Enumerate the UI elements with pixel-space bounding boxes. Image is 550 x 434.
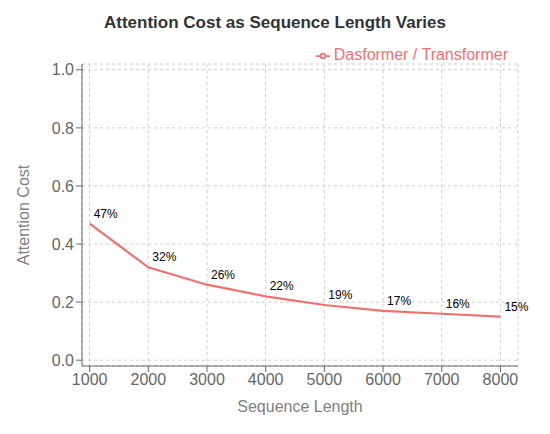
svg-text:0.6: 0.6 [52,178,74,195]
svg-text:32%: 32% [152,250,176,264]
svg-text:17%: 17% [387,294,411,308]
svg-text:8000: 8000 [483,371,519,388]
svg-text:2000: 2000 [131,371,167,388]
svg-text:0.4: 0.4 [52,236,74,253]
svg-text:15%: 15% [504,300,528,314]
svg-text:3000: 3000 [189,371,225,388]
html-text:Dasformer / Transformer: Dasformer / Transformer [333,46,508,63]
svg-text:4000: 4000 [248,371,284,388]
svg-text:1.0: 1.0 [52,61,74,78]
svg-text:16%: 16% [446,297,470,311]
svg-text:1000: 1000 [72,371,108,388]
svg-text:22%: 22% [270,279,294,293]
svg-text:7000: 7000 [424,371,460,388]
svg-text:0.2: 0.2 [52,294,74,311]
svg-text:5000: 5000 [307,371,343,388]
html-text:Attention Cost as Sequence Len: Attention Cost as Sequence Length Varies [104,13,446,32]
svg-text:0.0: 0.0 [52,352,74,369]
svg-text:Attention Cost: Attention Cost [15,164,32,265]
svg-text:0.8: 0.8 [52,120,74,137]
svg-text:47%: 47% [94,207,118,221]
svg-text:26%: 26% [211,268,235,282]
svg-text:6000: 6000 [365,371,401,388]
svg-text:Sequence Length: Sequence Length [237,398,362,415]
svg-text:19%: 19% [328,288,352,302]
